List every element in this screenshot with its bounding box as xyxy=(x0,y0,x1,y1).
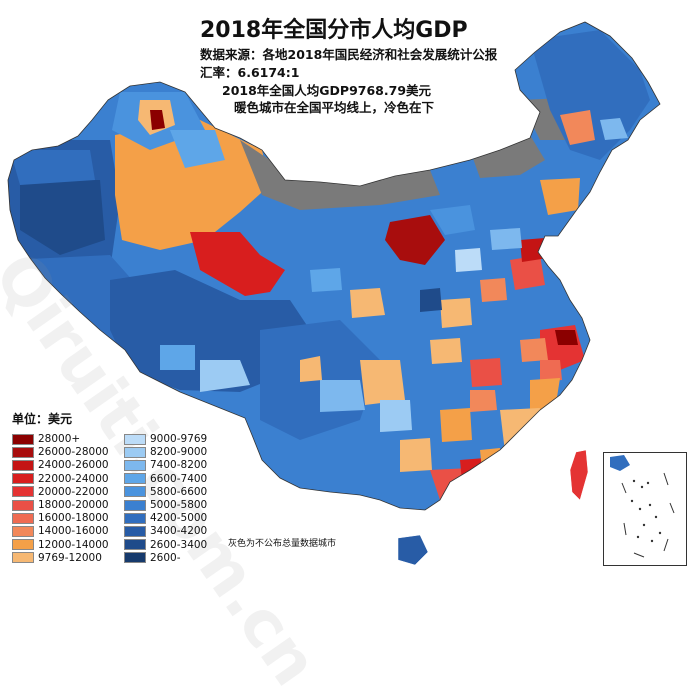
legend-swatch xyxy=(12,525,34,537)
south-china-sea-inset xyxy=(603,452,687,566)
legend-item: 7400-8200 xyxy=(124,458,207,472)
legend-item: 22000-24000 xyxy=(12,472,109,486)
legend-swatch xyxy=(12,446,34,458)
legend-swatch xyxy=(124,552,146,564)
legend-item: 28000+ xyxy=(12,432,80,446)
legend-item: 16000-18000 xyxy=(12,511,109,525)
legend-swatch xyxy=(12,459,34,471)
map-title: 2018年全国分市人均GDP xyxy=(200,18,468,43)
legend-swatch xyxy=(12,552,34,564)
hainan-island xyxy=(397,534,429,566)
legend-label: 8200-9000 xyxy=(150,446,208,459)
legend-label: 24000-26000 xyxy=(38,459,109,472)
legend-swatch xyxy=(12,486,34,498)
legend-label: 6600-7400 xyxy=(150,472,208,485)
legend-label: 9769-12000 xyxy=(38,551,102,564)
legend-item: 24000-26000 xyxy=(12,458,109,472)
legend-swatch xyxy=(12,473,34,485)
legend-label: 5000-5800 xyxy=(150,499,208,511)
legend-label: 18000-20000 xyxy=(38,499,109,511)
legend-item: 12000-14000 xyxy=(12,538,109,552)
legend-label: 20000-22000 xyxy=(38,485,109,498)
legend-item: 18000-20000 xyxy=(12,498,109,512)
legend-item: 20000-22000 xyxy=(12,485,109,499)
taiwan-island xyxy=(569,449,589,501)
legend-item: 2600- xyxy=(124,551,181,565)
legend-swatch xyxy=(124,446,146,458)
legend-swatch xyxy=(12,539,34,551)
legend-item: 6600-7400 xyxy=(124,472,207,486)
legend-label: 4200-5000 xyxy=(150,512,208,525)
legend-label: 3400-4200 xyxy=(150,525,208,538)
legend-swatch xyxy=(124,539,146,551)
legend-swatch xyxy=(124,499,146,511)
legend-label: 7400-8200 xyxy=(150,459,208,472)
legend-swatch xyxy=(12,433,34,445)
legend-item: 5000-5800 xyxy=(124,498,207,512)
legend-swatch xyxy=(124,512,146,524)
legend-label: 9000-9769 xyxy=(150,433,208,445)
color-note-line: 暖色城市在全国平均线上，冷色在下 xyxy=(234,100,435,115)
country-outline xyxy=(7,21,661,511)
legend-swatch xyxy=(124,473,146,485)
china-gdp-map xyxy=(7,21,661,566)
legend-label: 5800-6600 xyxy=(150,485,208,498)
legend-swatch xyxy=(124,459,146,471)
legend-item: 9769-12000 xyxy=(12,551,102,565)
legend-item: 26000-28000 xyxy=(12,445,109,459)
legend-swatch xyxy=(12,512,34,524)
legend-label: 16000-18000 xyxy=(38,512,109,525)
legend-label: 26000-28000 xyxy=(38,446,109,459)
legend-item: 9000-9769 xyxy=(124,432,207,446)
legend-item: 8200-9000 xyxy=(124,445,207,459)
legend-swatch xyxy=(124,525,146,537)
legend-label: 12000-14000 xyxy=(38,538,109,551)
legend-item: 2600-3400 xyxy=(124,538,207,552)
legend-item: 4200-5000 xyxy=(124,511,207,525)
legend-swatch xyxy=(12,499,34,511)
legend-swatch xyxy=(124,433,146,445)
legend-item: 3400-4200 xyxy=(124,524,207,538)
legend-title: 单位：美元 xyxy=(12,412,73,426)
legend-label: 22000-24000 xyxy=(38,472,109,485)
legend-label: 14000-16000 xyxy=(38,525,109,538)
gray-note: 灰色为不公布总量数据城市 xyxy=(228,539,337,549)
legend-label: 2600- xyxy=(150,551,181,564)
national-average-line: 2018年全国人均GDP9768.79美元 xyxy=(222,83,432,98)
exchange-rate-line: 汇率：6.6174:1 xyxy=(200,65,300,80)
legend-label: 2600-3400 xyxy=(150,538,208,551)
legend-item: 14000-16000 xyxy=(12,524,109,538)
legend-label: 28000+ xyxy=(38,433,81,445)
legend-item: 5800-6600 xyxy=(124,485,207,499)
inset-map xyxy=(610,455,675,558)
source-line: 数据来源：各地2018年国民经济和社会发展统计公报 xyxy=(200,47,498,62)
legend-swatch xyxy=(124,486,146,498)
